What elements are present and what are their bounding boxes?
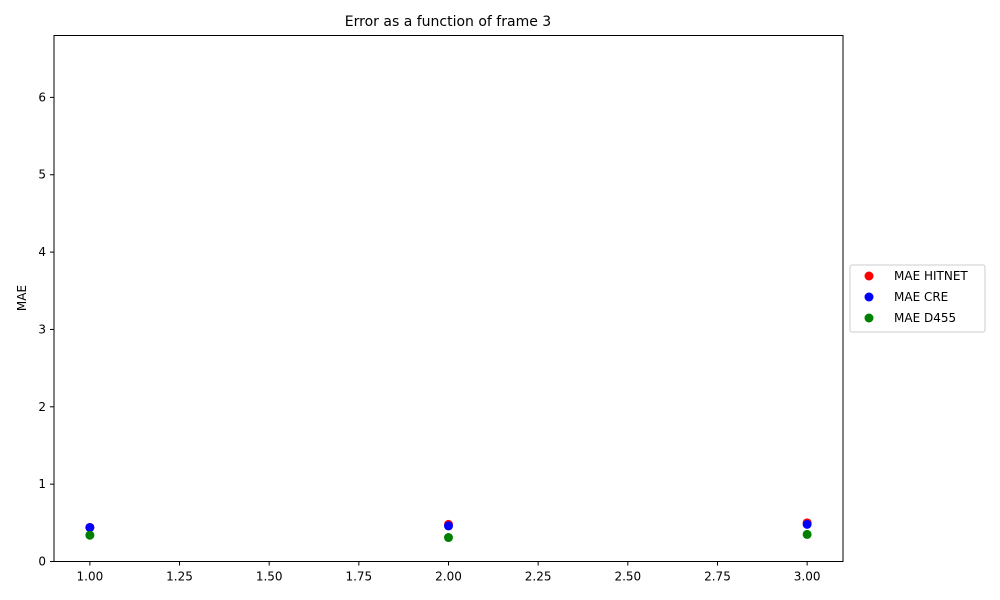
y-axis-label: MAE xyxy=(15,285,29,311)
legend-label: MAE HITNET xyxy=(894,269,968,283)
x-tick-label: 2.25 xyxy=(525,570,552,584)
legend-marker xyxy=(864,271,874,281)
y-tick-label: 4 xyxy=(38,245,46,259)
y-tick-label: 1 xyxy=(38,477,46,491)
x-tick-label: 3.00 xyxy=(794,570,821,584)
legend-label: MAE CRE xyxy=(894,290,948,304)
legend-marker xyxy=(864,292,874,302)
y-tick-label: 5 xyxy=(38,168,46,182)
data-point xyxy=(802,529,812,539)
plot-area-frame xyxy=(53,35,844,562)
y-tick-label: 0 xyxy=(38,555,46,569)
data-point xyxy=(444,521,453,531)
chart-title: Error as a function of frame 3 xyxy=(345,14,551,30)
data-point xyxy=(85,522,95,532)
x-tick-label: 2.75 xyxy=(704,570,731,584)
x-tick-label: 1.75 xyxy=(345,570,372,584)
data-point xyxy=(85,530,95,540)
legend-box xyxy=(849,264,986,333)
data-point xyxy=(444,533,453,543)
data-points xyxy=(85,518,812,543)
legend: MAE HITNET MAE CRE MAE D455 xyxy=(849,264,986,333)
x-axis-ticks: 1.00 1.25 1.50 1.75 2.00 2.25 2.50 2.75 3.00 xyxy=(77,561,821,584)
y-tick-label: 6 xyxy=(38,90,46,104)
y-tick-label: 2 xyxy=(38,400,46,414)
x-tick-label: 2.50 xyxy=(614,570,641,584)
legend-label: MAE D455 xyxy=(894,311,956,325)
x-tick-label: 2.00 xyxy=(435,570,462,584)
y-axis-ticks: 0 1 2 3 4 5 6 xyxy=(38,90,54,569)
x-tick-label: 1.00 xyxy=(77,570,104,584)
x-tick-label: 1.50 xyxy=(256,570,283,584)
x-tick-label: 1.25 xyxy=(166,570,193,584)
data-point xyxy=(802,519,812,529)
legend-marker xyxy=(864,313,874,323)
y-tick-label: 3 xyxy=(38,322,46,336)
